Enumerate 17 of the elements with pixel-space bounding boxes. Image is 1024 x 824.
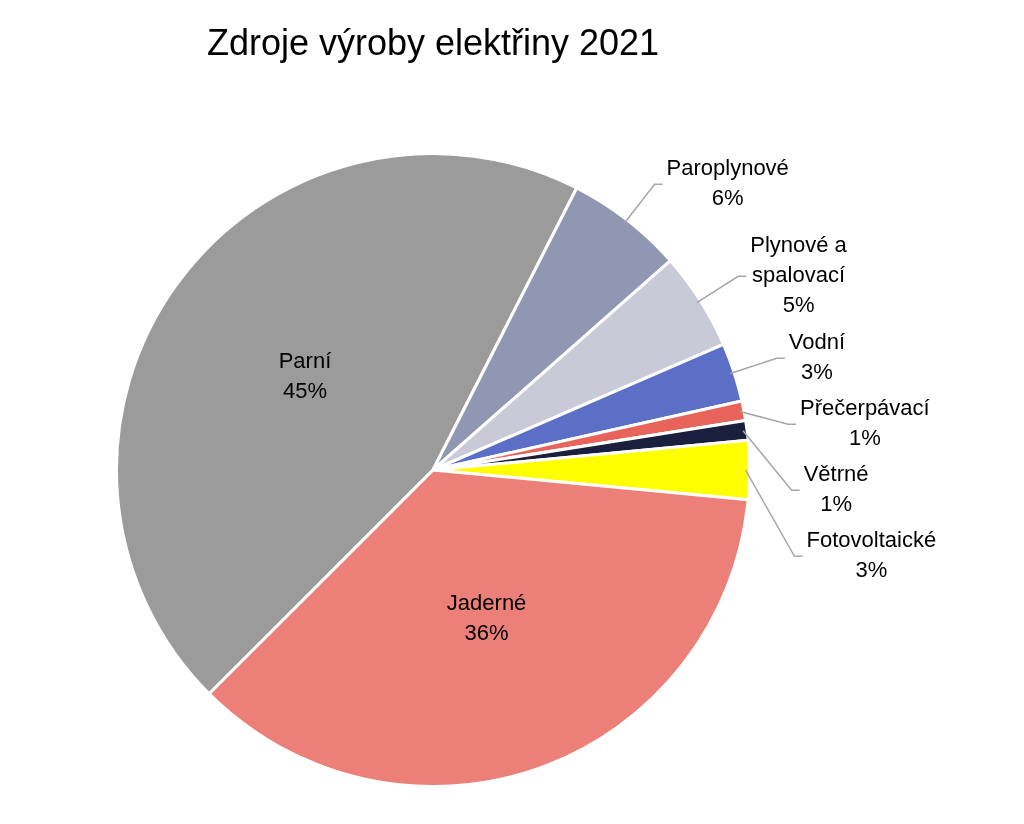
- slice-label: Jaderné: [446, 589, 527, 615]
- slice-label: Paroplynové: [666, 155, 789, 181]
- slice-label: Plynové a spalovací: [750, 232, 848, 288]
- data-label: 6%: [711, 185, 744, 211]
- chart-title: Zdroje výroby elektřiny 2021: [206, 21, 660, 63]
- slice-label: Větrné: [803, 461, 869, 487]
- data-label: 36%: [464, 619, 509, 645]
- slice-label: Vodní: [788, 329, 846, 355]
- slice-label: Přečerpávací: [800, 395, 930, 421]
- data-label: 3%: [855, 557, 888, 583]
- data-label: 1%: [820, 491, 852, 517]
- slice-label: Fotovoltaické: [806, 527, 937, 553]
- slice-label: Parní: [278, 348, 332, 374]
- data-label: 5%: [782, 292, 815, 318]
- data-label: 3%: [801, 359, 833, 385]
- data-label: 45%: [282, 378, 327, 404]
- data-label: 1%: [849, 425, 881, 451]
